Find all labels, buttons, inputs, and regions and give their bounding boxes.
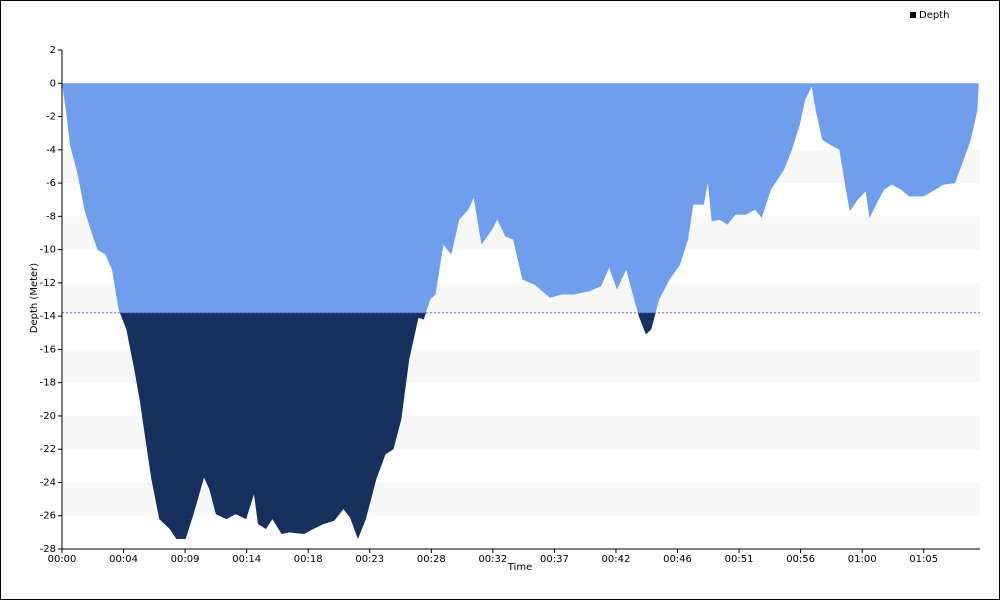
x-tick-label: 00:14 [232,554,261,565]
x-tick-label: 00:56 [786,554,815,565]
y-tick-label: -2 [46,112,56,123]
y-tick-label: -4 [46,145,56,156]
y-tick-label: -16 [40,344,56,355]
x-tick-label: 00:28 [417,554,446,565]
x-tick-label: 00:46 [663,554,692,565]
y-tick-label: -24 [40,477,56,488]
x-tick-label: 00:42 [602,554,631,565]
x-tick-label: 00:37 [540,554,569,565]
x-tick-label: 00:04 [109,554,138,565]
x-tick-label: 00:32 [478,554,507,565]
x-tick-label: 00:00 [48,554,77,565]
x-tick-label: 01:00 [848,554,877,565]
legend-swatch [910,12,916,18]
y-tick-label: -12 [40,278,56,289]
y-tick-label: -22 [40,444,56,455]
y-tick-label: -18 [40,378,56,389]
y-axis-label: Depth (Meter) [29,263,40,334]
x-tick-label: 00:18 [294,554,323,565]
y-tick-label: -26 [40,511,56,522]
x-axis-label: Time [507,562,532,573]
y-tick-label: -14 [40,311,56,322]
y-tick-label: -8 [46,211,56,222]
depth-area-below-threshold [119,312,656,539]
x-tick-label: 01:05 [909,554,938,565]
y-tick-label: -6 [46,178,56,189]
y-tick-label: 0 [50,78,56,89]
y-tick-label: -28 [40,544,56,555]
y-tick-label: 2 [50,45,56,56]
y-tick-label: -10 [40,245,56,256]
y-tick-label: -20 [40,411,56,422]
x-tick-label: 00:23 [355,554,384,565]
legend-label: Depth [919,10,949,21]
x-tick-label: 00:51 [725,554,754,565]
x-tick-label: 00:09 [171,554,200,565]
